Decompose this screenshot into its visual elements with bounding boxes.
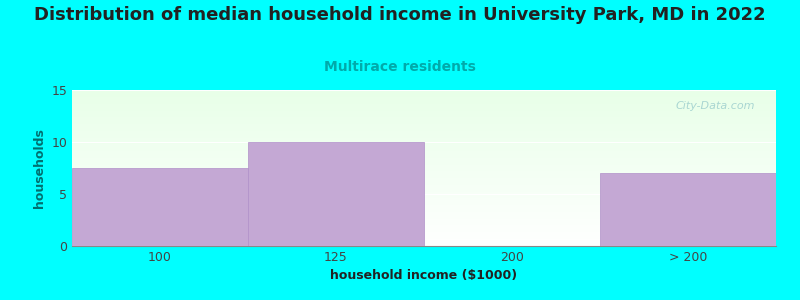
- Text: City-Data.com: City-Data.com: [675, 101, 755, 111]
- X-axis label: household income ($1000): household income ($1000): [330, 269, 518, 282]
- Bar: [248, 142, 424, 246]
- Y-axis label: households: households: [33, 128, 46, 208]
- Text: Multirace residents: Multirace residents: [324, 60, 476, 74]
- Text: Distribution of median household income in University Park, MD in 2022: Distribution of median household income …: [34, 6, 766, 24]
- Bar: [600, 173, 776, 246]
- Bar: [72, 168, 248, 246]
